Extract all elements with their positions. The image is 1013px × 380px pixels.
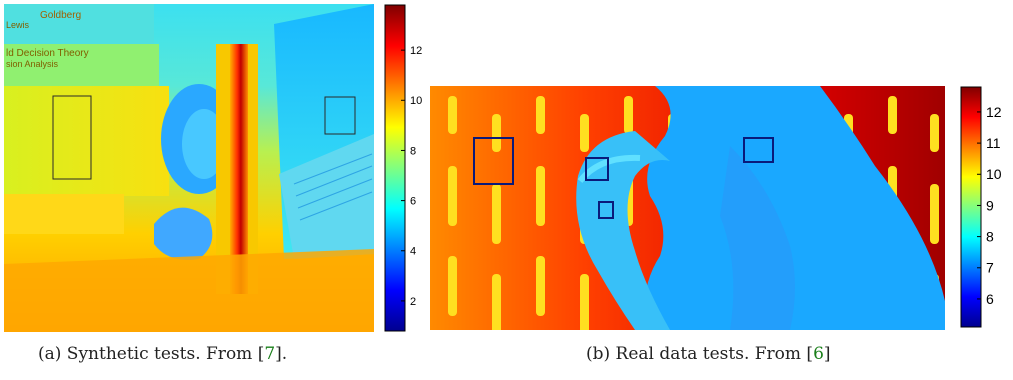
colorbar-tick-label: 12 [986, 104, 1002, 120]
colorbar-tick-label: 8 [986, 229, 994, 245]
stripe [580, 274, 589, 330]
stripe [492, 274, 501, 330]
colorbar-tick-label: 2 [410, 296, 416, 308]
book-text: sion Analysis [6, 59, 59, 69]
real-depth-image [430, 86, 945, 330]
stripe [580, 114, 589, 152]
colorbar-tick-label: 7 [986, 260, 994, 276]
region-box [585, 157, 609, 181]
book-text: Goldberg [40, 10, 81, 21]
colorbar-tick-label: 6 [986, 291, 994, 307]
stripe [536, 96, 545, 134]
stripe [536, 166, 545, 226]
colorbar-tick-label: 4 [410, 246, 416, 258]
stripe [492, 184, 501, 244]
colorbar-tick-label: 6 [410, 195, 416, 207]
colorbar-tick-label: 10 [986, 166, 1002, 182]
region-box [598, 201, 614, 219]
stripe [492, 114, 501, 152]
citation-link[interactable]: 6 [813, 344, 824, 364]
stripe [930, 114, 939, 152]
region-box [52, 95, 92, 180]
colorbar-a: 2 4 6 8 10 12 [384, 4, 422, 332]
stripe [624, 96, 633, 134]
citation-link[interactable]: 7 [264, 344, 276, 364]
colorbar-tick-label: 10 [410, 95, 422, 107]
caption-b: (b) Real data tests. From [6] [586, 344, 831, 364]
colorbar-tick-label: 8 [410, 145, 416, 157]
colorbar-b: 6 7 8 9 10 11 12 [960, 86, 1002, 328]
colorbar-tick-label: 9 [986, 197, 994, 213]
stripe [888, 96, 897, 134]
stripe [448, 166, 457, 226]
caption-a: (a) Synthetic tests. From [7]. [38, 344, 288, 364]
stripe [536, 256, 545, 316]
colorbar-tick-label: 12 [410, 45, 422, 57]
book-text: ld Decision Theory [6, 48, 89, 59]
stripe [448, 96, 457, 134]
region-box [743, 137, 774, 163]
synthetic-depth-image: Goldberg ld Decision Theory sion Analysi… [4, 4, 374, 332]
region-box [473, 137, 514, 185]
stripe [448, 256, 457, 316]
colorbar-tick-label: 11 [986, 135, 1001, 151]
region-box [324, 96, 356, 135]
book-text: Lewis [6, 20, 30, 30]
stripe [930, 184, 939, 244]
